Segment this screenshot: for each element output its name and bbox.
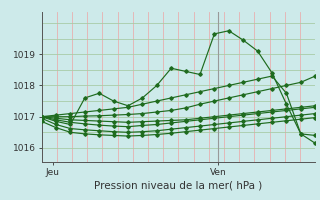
X-axis label: Pression niveau de la mer( hPa ): Pression niveau de la mer( hPa )	[94, 181, 262, 191]
